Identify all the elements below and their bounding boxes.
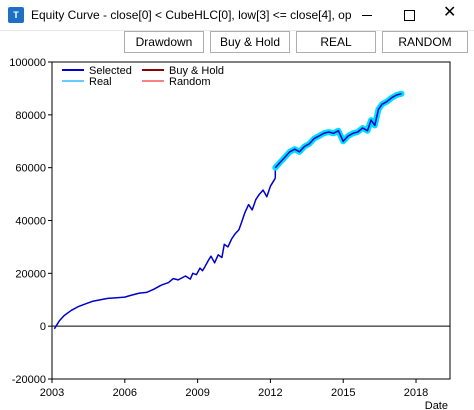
title-bar: T Equity Curve - close[0] < CubeHLC[0], … [0,0,474,31]
close-button[interactable]: ✕ [430,0,472,30]
maximize-icon [404,10,415,21]
equity-chart: -20000 0 20000 40000 60000 80000 100000 2003 200… [9,57,451,410]
y-tick-label: 0 [40,321,46,333]
x-tick-label: 2018 [404,387,428,399]
plot-frame [51,61,451,380]
x-tick-label: 2006 [113,387,137,399]
y-tick-label: 100000 [9,57,46,69]
y-tick-label: 60000 [15,163,46,175]
x-tick-label: 2009 [185,387,209,399]
real-button[interactable]: REAL [296,31,376,53]
series-line-real-core [274,92,402,169]
y-tick-label: 40000 [15,216,46,228]
window-title: Equity Curve - close[0] < CubeHLC[0], lo… [31,8,351,22]
x-tick-label: 2012 [258,387,282,399]
legend-label: Buy & Hold [169,65,224,77]
series-line-selected [53,177,276,330]
legend-label: Random [169,76,211,88]
x-tick-label: 2015 [331,387,355,399]
x-tick-label: 2003 [40,387,64,399]
buy-hold-button[interactable]: Buy & Hold [210,31,290,53]
legend-label: Selected [89,65,132,77]
y-tick-label: -20000 [12,374,46,386]
drawdown-button[interactable]: Drawdown [124,31,204,53]
maximize-button[interactable] [388,0,430,30]
close-icon: ✕ [443,4,457,21]
x-axis-label: Date [425,400,448,410]
y-tick-label: 80000 [15,110,46,122]
minimize-icon [362,15,372,16]
minimize-button[interactable] [346,0,388,30]
random-button[interactable]: RANDOM [382,31,468,53]
app-icon: T [8,7,24,23]
legend-label: Real [89,76,112,88]
y-tick-label: 20000 [15,268,46,280]
